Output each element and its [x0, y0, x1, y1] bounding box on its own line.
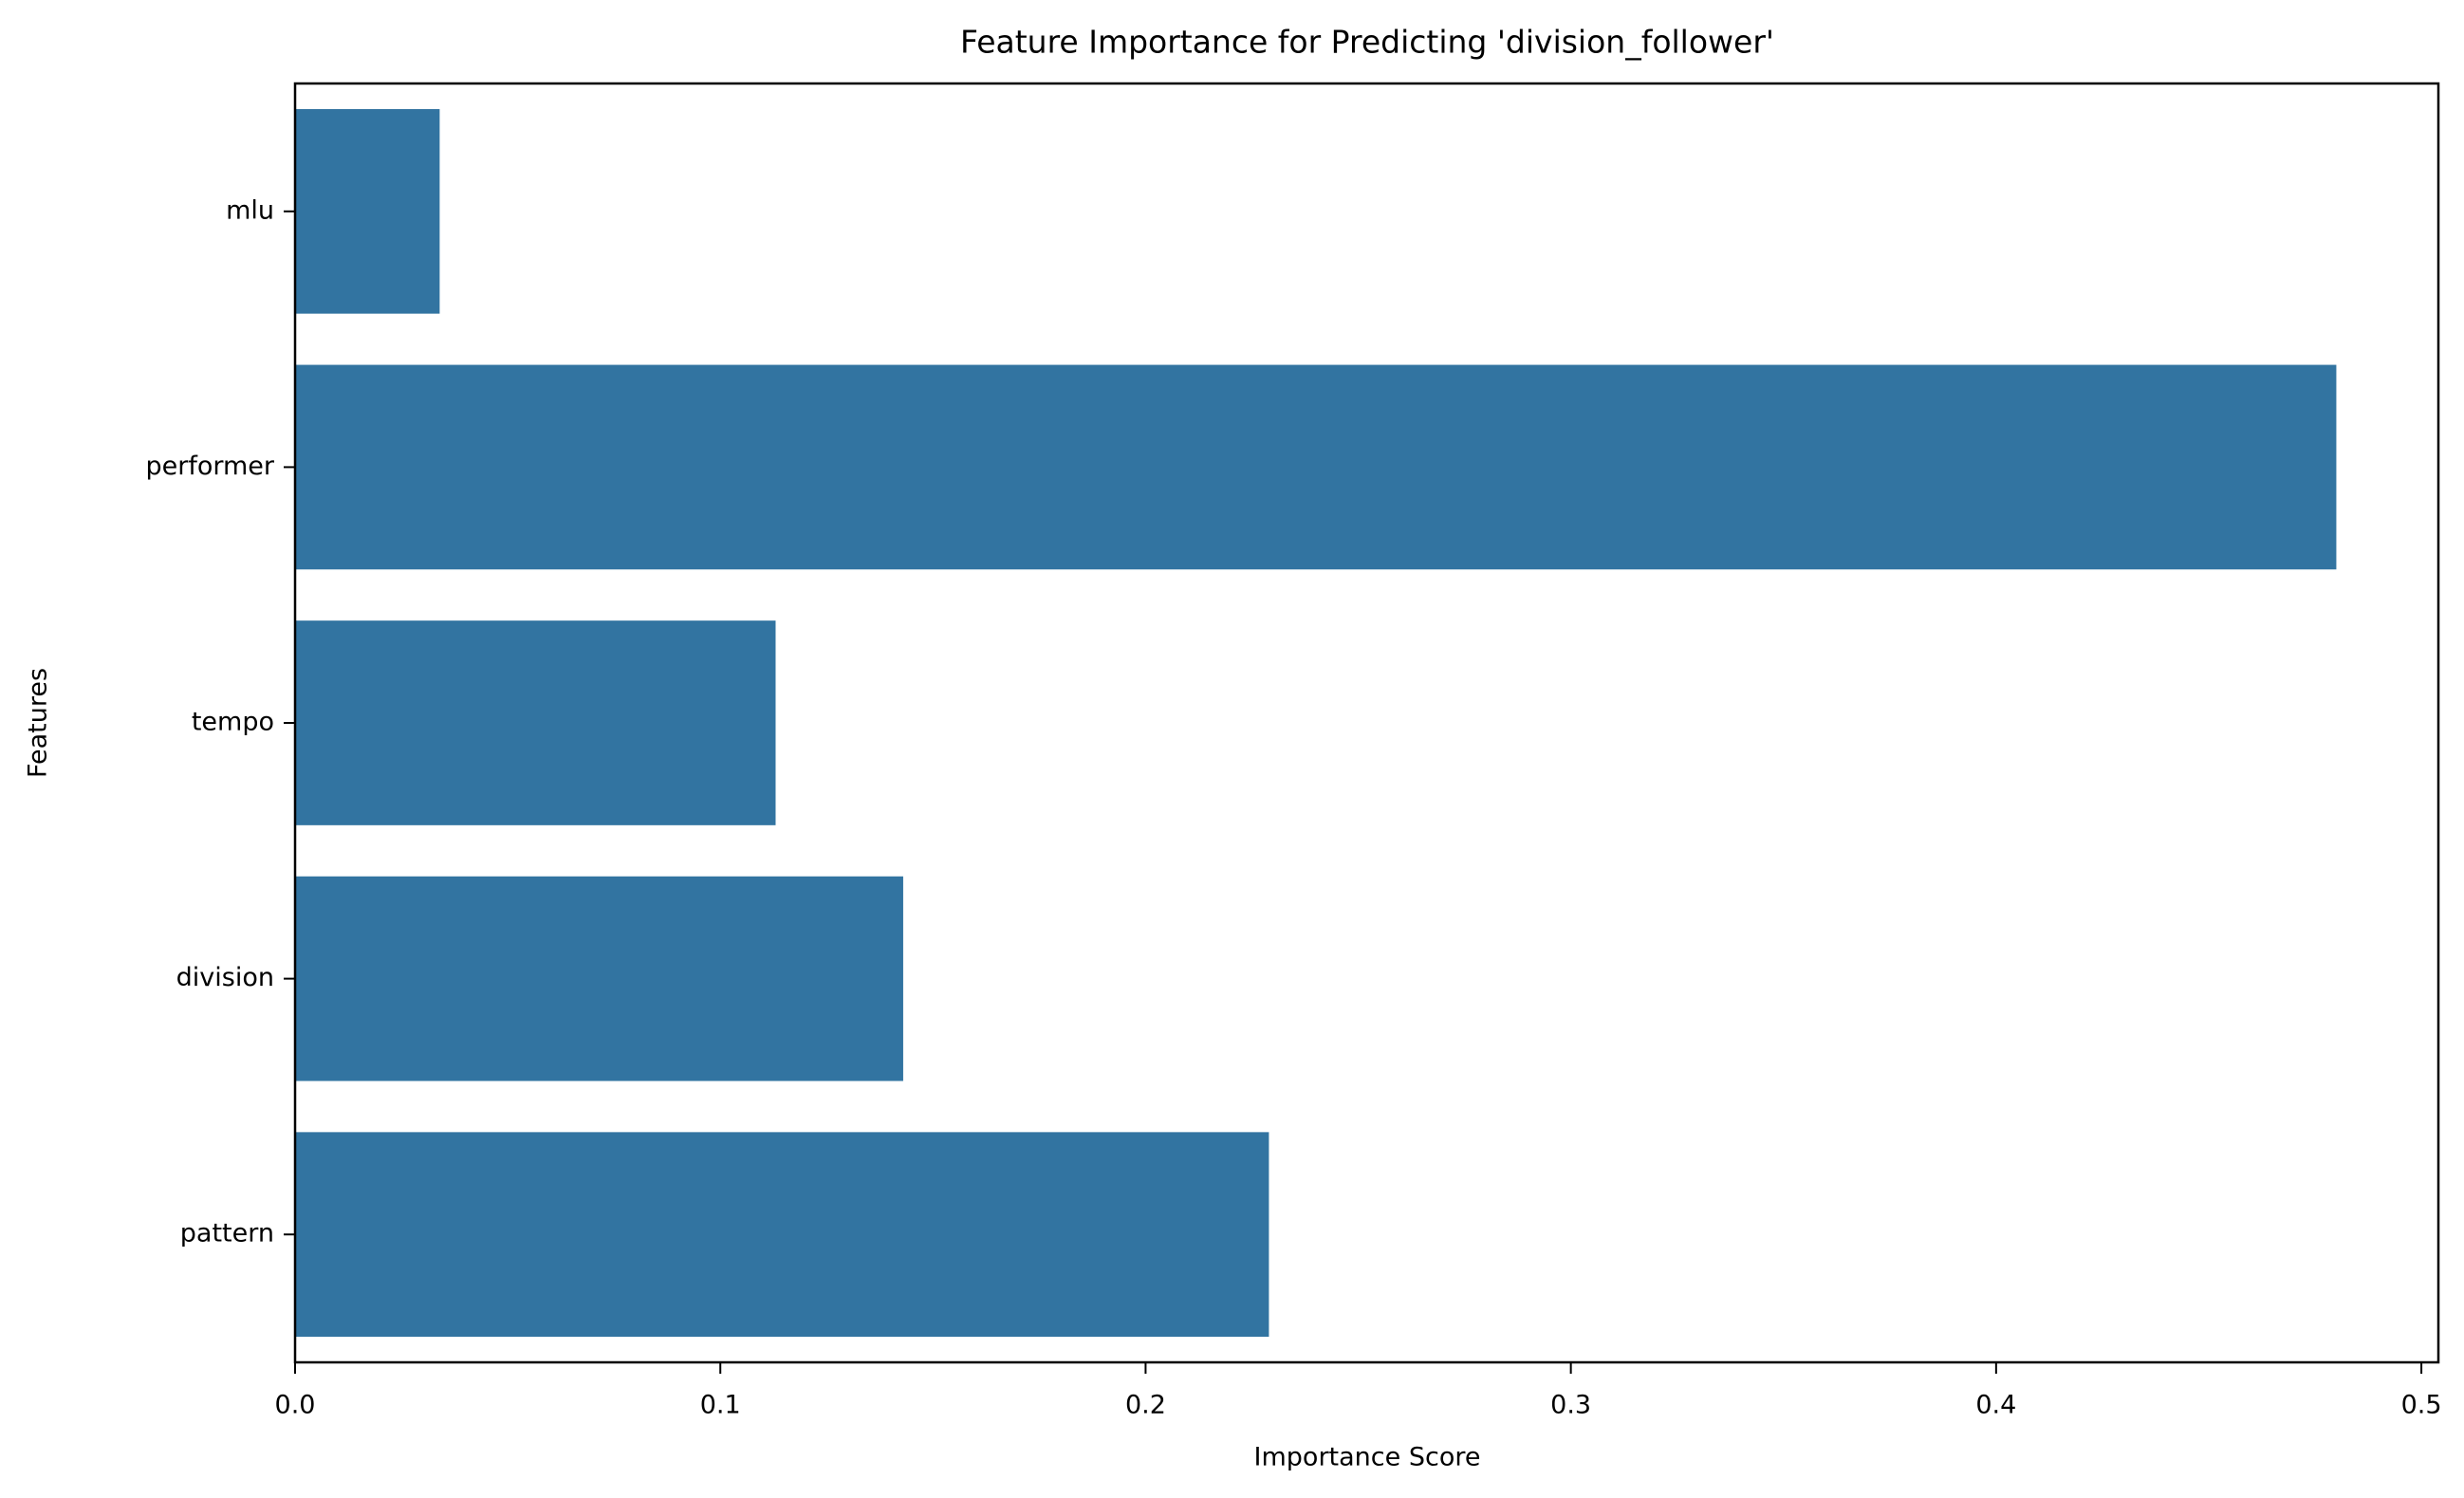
x-tick-label: 0.2 [1125, 1391, 1166, 1420]
chart-title: Feature Importance for Predicting 'divis… [960, 24, 1774, 61]
x-tick-label: 0.5 [2401, 1391, 2442, 1420]
y-tick-label: tempo [192, 708, 274, 737]
bar [295, 1132, 1269, 1338]
bar [295, 364, 2337, 570]
x-tick-label: 0.3 [1550, 1391, 1591, 1420]
bar [295, 620, 776, 825]
y-tick-label: performer [145, 452, 274, 481]
bar [295, 108, 440, 314]
y-tick-label: pattern [180, 1219, 274, 1248]
x-tick-label: 0.1 [700, 1391, 741, 1420]
x-tick-label: 0.0 [275, 1391, 316, 1420]
y-tick-label: mlu [226, 195, 274, 225]
x-axis-label: Importance Score [1254, 1443, 1481, 1472]
bar [295, 876, 903, 1082]
y-axis-label: Features [24, 668, 53, 778]
plot-frame [293, 82, 2440, 1364]
x-tick-label: 0.4 [1975, 1391, 2016, 1420]
y-tick-label: division [176, 963, 274, 992]
